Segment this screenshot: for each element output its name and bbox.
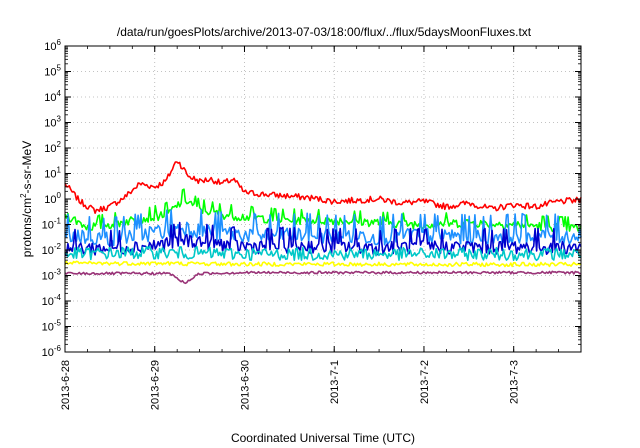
y-axis-label-base: protons/cm	[20, 198, 34, 257]
series-line	[64, 270, 581, 285]
y-tick-label: 105	[44, 64, 61, 79]
y-tick-base: 10	[42, 271, 54, 283]
y-axis: 10-610-510-410-310-210-11001011021031041…	[42, 38, 581, 359]
x-tick-label: 2013-6-29	[150, 360, 162, 410]
y-tick-label: 10-1	[42, 217, 62, 232]
y-tick-label: 100	[44, 191, 61, 206]
y-tick-label: 103	[44, 115, 61, 130]
y-tick-label: 106	[44, 38, 61, 53]
y-tick-exp: -2	[54, 242, 62, 251]
series-line	[64, 161, 582, 214]
y-axis-label-rest: -s-sr-MeV	[20, 141, 34, 194]
y-tick-exp: 6	[57, 38, 62, 47]
y-axis-label-exp: 2	[19, 193, 28, 198]
y-tick-base: 10	[42, 322, 54, 334]
y-tick-base: 10	[42, 296, 54, 308]
series-line	[64, 188, 582, 232]
y-tick-label: 104	[44, 89, 61, 104]
x-axis: 2013-6-28 2013-6-29 2013-6-30 2013-7-1 2013-…	[60, 46, 582, 410]
y-tick-exp: 4	[57, 89, 62, 98]
x-tick-label: 2013-6-30	[239, 360, 251, 410]
x-tick-label: 2013-7-2	[419, 360, 431, 404]
y-tick-label: 10-2	[42, 242, 62, 257]
y-axis-label: protons/cm2-s-sr-MeV	[19, 141, 34, 257]
chart-title: /data/run/goesPlots/archive/2013-07-03/1…	[117, 25, 532, 39]
y-tick-exp: -1	[54, 217, 62, 226]
y-tick-base: 10	[42, 245, 54, 257]
y-tick-base: 10	[44, 67, 56, 79]
y-tick-label: 101	[44, 166, 61, 181]
series-line	[64, 221, 582, 257]
series-line	[64, 245, 582, 262]
y-tick-exp: 2	[57, 140, 62, 149]
y-tick-exp: 0	[57, 191, 62, 200]
y-tick-exp: 5	[57, 64, 62, 73]
grid	[65, 46, 581, 352]
x-tick-label: 2013-7-1	[329, 360, 341, 404]
series-line	[64, 260, 582, 268]
plot-frame	[64, 45, 582, 353]
y-tick-base: 10	[44, 143, 56, 155]
y-tick-label: 10-3	[42, 268, 62, 283]
y-tick-label: 10-6	[42, 344, 62, 359]
y-tick-base: 10	[42, 220, 54, 232]
y-tick-base: 10	[44, 41, 56, 53]
y-tick-exp: -6	[54, 344, 62, 353]
series-line	[64, 208, 582, 247]
y-tick-exp: -3	[54, 268, 62, 277]
y-tick-base: 10	[42, 347, 54, 359]
y-tick-label: 10-5	[42, 319, 62, 334]
y-tick-base: 10	[44, 194, 56, 206]
x-axis-label: Coordinated Universal Time (UTC)	[231, 431, 415, 445]
y-tick-label: 102	[44, 140, 61, 155]
series-group	[64, 161, 582, 285]
y-tick-exp: 3	[57, 115, 62, 124]
y-tick-exp: -5	[54, 319, 62, 328]
y-tick-base: 10	[44, 92, 56, 104]
y-tick-base: 10	[44, 169, 56, 181]
x-tick-label: 2013-7-3	[509, 360, 521, 404]
y-tick-base: 10	[44, 118, 56, 130]
y-tick-exp: -4	[54, 293, 62, 302]
x-tick-label: 2013-6-28	[60, 360, 72, 410]
y-tick-exp: 1	[57, 166, 62, 175]
y-tick-label: 10-4	[42, 293, 62, 308]
